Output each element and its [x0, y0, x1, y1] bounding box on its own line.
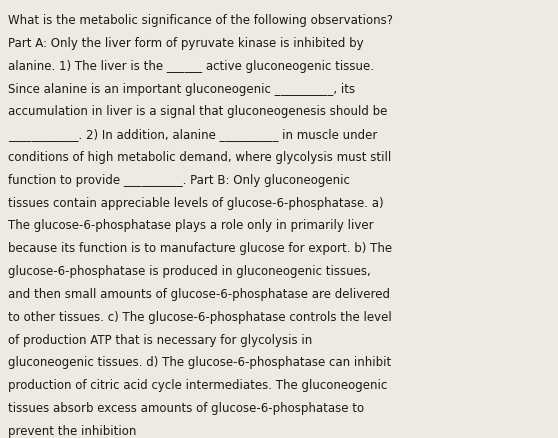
Text: Part A: Only the liver form of pyruvate kinase is inhibited by: Part A: Only the liver form of pyruvate …: [8, 37, 364, 50]
Text: The glucose-6-phosphatase plays a role only in primarily liver: The glucose-6-phosphatase plays a role o…: [8, 219, 374, 232]
Text: and then small amounts of glucose-6-phosphatase are delivered: and then small amounts of glucose-6-phos…: [8, 287, 391, 300]
Text: because its function is to manufacture glucose for export. b) The: because its function is to manufacture g…: [8, 242, 392, 255]
Text: conditions of high metabolic demand, where glycolysis must still: conditions of high metabolic demand, whe…: [8, 151, 392, 164]
Text: What is the metabolic significance of the following observations?: What is the metabolic significance of th…: [8, 14, 393, 27]
Text: function to provide __________. Part B: Only gluconeogenic: function to provide __________. Part B: …: [8, 173, 350, 187]
Text: Since alanine is an important gluconeogenic __________, its: Since alanine is an important gluconeoge…: [8, 82, 355, 95]
Text: production of citric acid cycle intermediates. The gluconeogenic: production of citric acid cycle intermed…: [8, 378, 388, 392]
Text: glucose-6-phosphatase is produced in gluconeogenic tissues,: glucose-6-phosphatase is produced in glu…: [8, 265, 371, 278]
Text: tissues absorb excess amounts of glucose-6-phosphatase to: tissues absorb excess amounts of glucose…: [8, 401, 364, 414]
Text: alanine. 1) The liver is the ______ active gluconeogenic tissue.: alanine. 1) The liver is the ______ acti…: [8, 60, 374, 73]
Text: tissues contain appreciable levels of glucose-6-phosphatase. a): tissues contain appreciable levels of gl…: [8, 196, 384, 209]
Text: ____________. 2) In addition, alanine __________ in muscle under: ____________. 2) In addition, alanine __…: [8, 128, 378, 141]
Text: gluconeogenic tissues. d) The glucose-6-phosphatase can inhibit: gluconeogenic tissues. d) The glucose-6-…: [8, 356, 392, 369]
Text: to other tissues. c) The glucose-6-phosphatase controls the level: to other tissues. c) The glucose-6-phosp…: [8, 310, 392, 323]
Text: of production ATP that is necessary for glycolysis in: of production ATP that is necessary for …: [8, 333, 312, 346]
Text: accumulation in liver is a signal that gluconeogenesis should be: accumulation in liver is a signal that g…: [8, 105, 388, 118]
Text: prevent the inhibition: prevent the inhibition: [8, 424, 137, 437]
